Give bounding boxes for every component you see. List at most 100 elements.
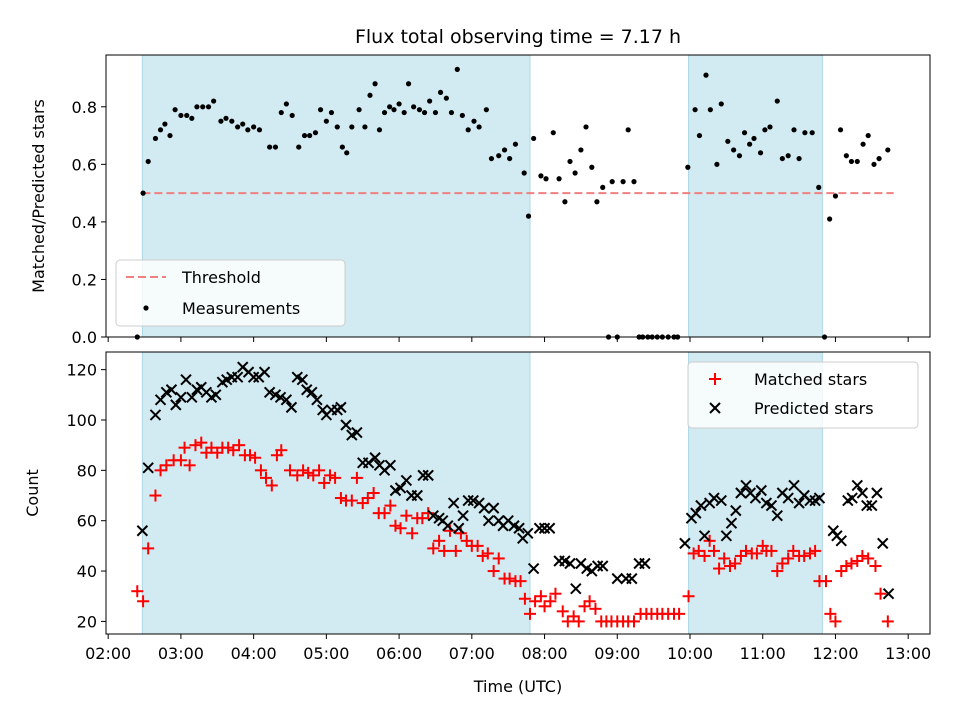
measurement-point bbox=[184, 112, 190, 119]
predicted-star-point bbox=[877, 537, 889, 550]
predicted-star-point bbox=[564, 557, 576, 570]
x-stroke-b bbox=[720, 530, 733, 542]
matched-star-point bbox=[534, 590, 547, 603]
predicted-star-point bbox=[351, 426, 363, 439]
measurement-point bbox=[272, 144, 279, 150]
x-stroke-b bbox=[351, 426, 363, 439]
x-stroke-b bbox=[269, 389, 282, 401]
predicted-star-point bbox=[788, 479, 800, 492]
x-stroke-b bbox=[804, 494, 816, 507]
x-stroke-b bbox=[447, 497, 460, 509]
x-stroke-b bbox=[597, 560, 609, 572]
matched-star-point bbox=[227, 444, 240, 457]
measurement-point bbox=[620, 179, 626, 185]
matched-star-point bbox=[189, 439, 202, 452]
x-stroke-b bbox=[242, 366, 255, 378]
shaded-band bbox=[688, 55, 823, 337]
predicted-star-point bbox=[231, 371, 244, 383]
x-tick-label: 05:00 bbox=[303, 644, 349, 663]
x-stroke-b bbox=[538, 522, 551, 534]
x-stroke-b bbox=[142, 462, 154, 474]
predicted-star-point bbox=[296, 373, 309, 386]
x-stroke-b bbox=[462, 494, 474, 507]
x-stroke-b bbox=[136, 525, 149, 537]
x-stroke-b bbox=[882, 588, 895, 600]
matched-star-point bbox=[211, 446, 224, 459]
predicted-star-point bbox=[487, 502, 500, 514]
measurement-point bbox=[167, 132, 173, 139]
bottom-panel: 20 40 60 80 100 120 02:00 03:00 04:00 05:00 06:00… bbox=[23, 351, 931, 696]
y-tick-label: 100 bbox=[66, 411, 97, 430]
measurement-point bbox=[714, 161, 720, 167]
predicted-star-point bbox=[730, 504, 742, 517]
x-stroke-b bbox=[776, 487, 789, 499]
x-stroke-b bbox=[195, 381, 207, 393]
x-stroke-b bbox=[695, 499, 707, 512]
matched-star-point bbox=[329, 471, 342, 484]
predicted-star-point bbox=[180, 373, 192, 386]
x-stroke-b bbox=[311, 394, 323, 406]
predicted-star-point bbox=[384, 459, 397, 472]
measurement-point bbox=[396, 101, 402, 107]
matched-star-point bbox=[205, 441, 218, 454]
predicted-star-point bbox=[362, 457, 375, 469]
measurement-point bbox=[796, 155, 802, 162]
measurement-point bbox=[301, 132, 308, 139]
x-stroke-b bbox=[340, 419, 352, 431]
measurement-point bbox=[871, 161, 877, 167]
matched-star-point bbox=[687, 547, 700, 560]
matched-star-point bbox=[195, 436, 208, 449]
predicted-star-point bbox=[690, 507, 702, 519]
matched-star-point bbox=[422, 507, 435, 520]
matched-star-point bbox=[131, 585, 144, 598]
measurement-point bbox=[416, 107, 423, 113]
measurement-point bbox=[323, 118, 329, 124]
measurement-point bbox=[211, 98, 217, 104]
x-stroke-b bbox=[487, 502, 500, 514]
legend-predicted-swatch bbox=[709, 402, 721, 414]
matched-star-point bbox=[222, 441, 235, 454]
measurement-point bbox=[556, 176, 562, 182]
measurement-point bbox=[289, 112, 295, 119]
matched-star-point bbox=[254, 464, 267, 477]
measurement-point bbox=[543, 176, 549, 182]
matched-star-point bbox=[492, 552, 505, 565]
y-tick-label: 0.4 bbox=[72, 213, 97, 232]
x-stroke-b bbox=[369, 452, 381, 464]
y-tick-label: 0.2 bbox=[72, 270, 97, 289]
x-axis-label: Time (UTC) bbox=[473, 677, 562, 696]
matched-star-point bbox=[406, 527, 419, 540]
measurement-point bbox=[465, 127, 471, 133]
measurement-point bbox=[194, 104, 200, 110]
matched-star-point bbox=[518, 592, 531, 605]
x-tick-label: 08:00 bbox=[521, 644, 567, 663]
matched-star-point bbox=[302, 466, 315, 479]
predicted-star-point bbox=[522, 527, 534, 539]
predicted-star-point bbox=[679, 537, 691, 550]
matched-star-point bbox=[361, 492, 374, 505]
predicted-star-point bbox=[467, 494, 479, 507]
measurement-point bbox=[483, 107, 489, 113]
measurement-point bbox=[725, 138, 731, 144]
x-stroke-b bbox=[247, 371, 260, 383]
measurement-point bbox=[283, 101, 289, 107]
x-tick-label: 03:00 bbox=[158, 644, 204, 663]
x-stroke-b bbox=[384, 459, 397, 472]
measurement-point bbox=[757, 150, 764, 156]
matched-star-point bbox=[427, 542, 440, 555]
matched-star-point bbox=[589, 602, 602, 615]
bottom-legend: Matched stars Predicted stars bbox=[687, 361, 919, 429]
measurement-point bbox=[157, 127, 164, 133]
measurement-point bbox=[718, 101, 724, 107]
matched-star-point bbox=[400, 509, 413, 522]
x-stroke-b bbox=[175, 391, 187, 404]
matched-star-point bbox=[460, 534, 473, 547]
predicted-star-point bbox=[149, 409, 162, 421]
matched-star-point bbox=[682, 590, 695, 603]
measurement-point bbox=[525, 213, 532, 219]
measurement-point bbox=[387, 104, 393, 110]
x-stroke-b bbox=[362, 457, 375, 469]
x-stroke-b bbox=[793, 497, 805, 509]
x-stroke-b bbox=[237, 361, 249, 373]
